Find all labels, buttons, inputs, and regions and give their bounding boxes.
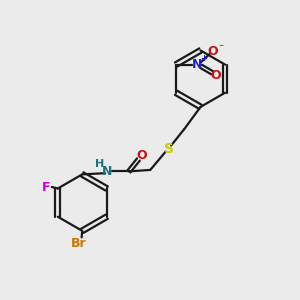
Text: N: N bbox=[102, 165, 113, 178]
Text: Br: Br bbox=[71, 237, 86, 250]
Text: N: N bbox=[192, 58, 203, 71]
Text: +: + bbox=[200, 53, 208, 62]
Text: O: O bbox=[136, 148, 147, 162]
Text: H: H bbox=[94, 159, 104, 169]
Text: O: O bbox=[208, 45, 218, 58]
Text: F: F bbox=[42, 181, 51, 194]
Text: O: O bbox=[210, 69, 220, 82]
Text: S: S bbox=[164, 142, 174, 155]
Text: ⁻: ⁻ bbox=[219, 43, 224, 53]
